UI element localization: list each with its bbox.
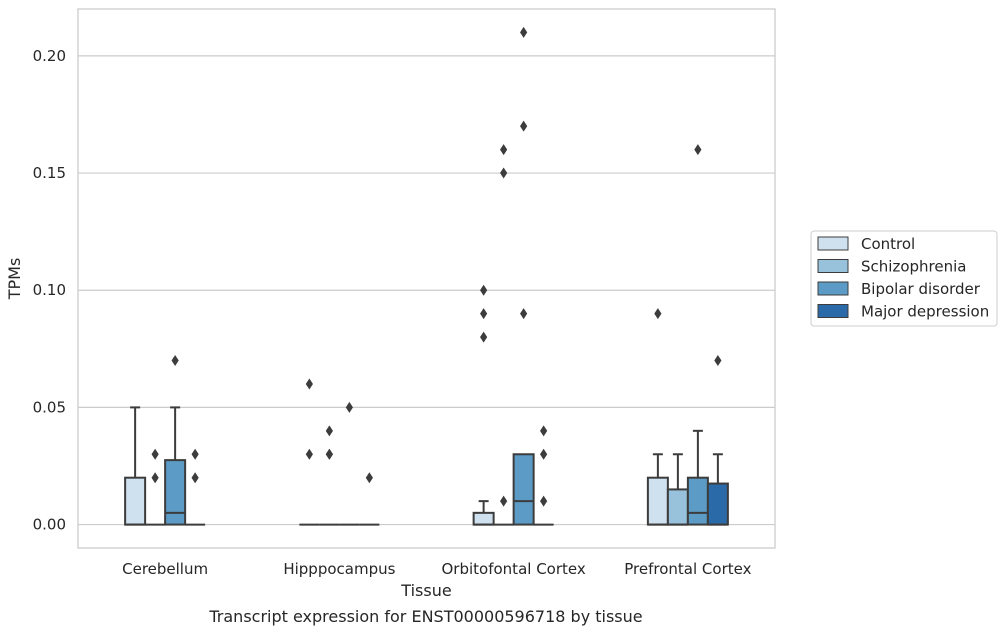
chart-caption: Transcript expression for ENST0000059671… (208, 607, 642, 626)
y-tick-label: 0.10 (33, 281, 66, 299)
box-3-1 (666, 453, 689, 526)
x-tick-label: Cerebellum (122, 560, 208, 578)
y-tick-label: 0.15 (33, 164, 66, 182)
box-groups (124, 26, 729, 526)
outlier-point (520, 26, 528, 38)
outlier-point (520, 120, 528, 132)
legend-frame (810, 230, 998, 327)
outlier-point (191, 472, 199, 484)
legend-swatch (817, 281, 849, 296)
x-tick-label: Prefrontal Cortex (624, 560, 751, 578)
box-1-0 (299, 378, 320, 526)
y-tick-label: 0.20 (33, 47, 66, 65)
box-0-2 (164, 355, 187, 526)
outlier-point (305, 378, 313, 390)
outlier-point (694, 144, 702, 156)
box-body (472, 511, 495, 526)
box-body (646, 476, 669, 526)
outlier-point (714, 355, 722, 367)
x-axis-label: Tissue (400, 581, 451, 600)
box-0-0 (124, 406, 147, 526)
box-1-2 (339, 401, 360, 526)
y-tick-label: 0.05 (33, 398, 66, 416)
box-body (512, 453, 535, 526)
outlier-point (654, 308, 662, 320)
box-3-0 (646, 308, 669, 526)
outlier-point (305, 448, 313, 460)
box-body (124, 476, 147, 526)
x-tick-label: Hipppocampus (283, 560, 395, 578)
outlier-point (480, 284, 488, 296)
outlier-point (151, 448, 159, 460)
outlier-point (365, 472, 373, 484)
box-0-3 (185, 448, 206, 526)
legend-label: Bipolar disorder (861, 280, 981, 298)
box-body (666, 488, 689, 526)
outlier-point (520, 308, 528, 320)
y-tick-labels: 0.00 0.05 0.10 0.15 0.20 (33, 47, 66, 534)
grid-lines (78, 55, 775, 526)
outlier-point (171, 355, 179, 367)
outlier-point (540, 425, 548, 437)
outlier-point (325, 448, 333, 460)
box-1-1 (319, 425, 340, 526)
outlier-point (500, 495, 508, 507)
outlier-point (325, 425, 333, 437)
box-body (164, 459, 187, 526)
legend-swatch (817, 236, 849, 251)
legend-swatch (817, 259, 849, 273)
box-0-1 (145, 448, 166, 526)
box-2-0 (472, 284, 495, 526)
legend-label: Schizophrenia (861, 258, 966, 276)
box-2-1 (493, 144, 514, 526)
box-3-2 (686, 144, 709, 526)
box-2-2 (512, 26, 535, 526)
box-2-3 (533, 425, 554, 526)
outlier-point (480, 308, 488, 320)
box-1-3 (359, 472, 380, 526)
legend-label: Major depression (861, 303, 989, 321)
y-axis-label: TPMs (5, 258, 24, 301)
outlier-point (191, 448, 199, 460)
legend-swatch (817, 304, 849, 318)
legend-label: Control (861, 235, 915, 253)
legend: Control Schizophrenia Bipolar disorder Majo… (810, 230, 998, 327)
outlier-point (540, 448, 548, 460)
outlier-point (500, 144, 508, 156)
outlier-point (500, 167, 508, 179)
x-tick-label: Orbitofontal Cortex (442, 560, 586, 578)
x-tick-labels: Cerebellum Hipppocampus Orbitofontal Corte… (122, 560, 751, 578)
outlier-point (540, 495, 548, 507)
box-3-3 (706, 355, 729, 526)
box-body (706, 482, 729, 526)
outlier-point (345, 401, 353, 413)
y-tick-label: 0.00 (33, 516, 66, 534)
box-body (686, 476, 709, 526)
plot-frame (77, 8, 776, 549)
outlier-point (151, 472, 159, 484)
outlier-point (480, 331, 488, 343)
